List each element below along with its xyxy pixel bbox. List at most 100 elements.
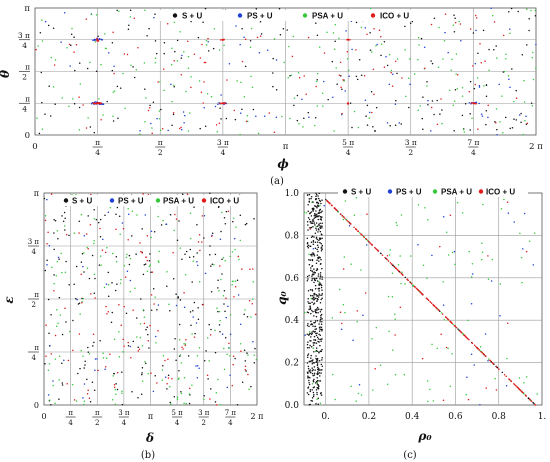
point-psa-u	[255, 358, 258, 361]
point-psa-u	[509, 32, 511, 35]
point-psa-u	[289, 117, 291, 120]
point-ps-u	[96, 358, 98, 360]
point-s-u	[112, 120, 115, 122]
point-psa-u	[223, 368, 226, 371]
point-psa-u	[535, 67, 537, 70]
point-s-u	[154, 13, 156, 15]
point-ico-u	[174, 213, 176, 216]
point-s-u	[81, 297, 83, 300]
point-s-u	[311, 273, 314, 276]
point-s-u	[404, 25, 406, 28]
point-s-u	[311, 301, 313, 303]
point-ico-u	[228, 342, 230, 345]
point-s-u	[319, 326, 321, 328]
point-s-u	[83, 367, 85, 369]
point-s-u	[310, 226, 313, 229]
point-s-u	[313, 217, 315, 220]
point-ps-u	[229, 374, 231, 376]
point-psa-u	[417, 58, 419, 61]
y-tick-label: π	[34, 189, 39, 198]
point-ico-u	[492, 362, 494, 365]
point-ico-u	[410, 282, 413, 285]
point-ico-u	[374, 246, 376, 249]
point-s-u	[315, 311, 317, 314]
point-s-u	[315, 355, 317, 357]
point-psa-u	[41, 40, 44, 42]
point-s-u	[318, 323, 320, 325]
point-ico-u	[516, 385, 518, 388]
point-ico-u	[123, 53, 126, 55]
point-s-u	[93, 292, 96, 294]
point-s-u	[318, 359, 321, 362]
point-psa-u	[429, 388, 431, 391]
point-s-u	[314, 382, 317, 384]
point-s-u	[315, 227, 317, 230]
point-s-u	[148, 347, 150, 349]
legend-marker-psa-u	[302, 13, 308, 18]
point-s-u	[169, 310, 171, 312]
point-s-u	[128, 24, 130, 26]
point-s-u	[310, 222, 312, 224]
point-ico-u	[116, 371, 119, 374]
point-ico-u	[140, 250, 142, 253]
point-psa-u	[130, 64, 132, 67]
point-s-u	[360, 74, 363, 77]
point-ps-u	[417, 244, 419, 246]
point-psa-u	[452, 24, 455, 26]
point-psa-u	[418, 44, 420, 46]
point-s-u	[482, 29, 485, 32]
point-ps-u	[181, 54, 183, 57]
point-psa-u	[183, 50, 185, 53]
point-s-u	[312, 342, 315, 344]
point-psa-u	[505, 58, 507, 60]
point-s-u	[221, 273, 223, 275]
point-s-u	[316, 259, 318, 261]
point-ps-u	[365, 244, 368, 246]
x-tick-label: 4	[471, 148, 476, 157]
point-s-u	[321, 267, 323, 270]
point-psa-u	[73, 232, 76, 234]
point-s-u	[309, 344, 311, 347]
point-ico-u	[100, 119, 102, 121]
point-s-u	[380, 54, 382, 57]
point-s-u	[309, 259, 312, 261]
panel-c-x-axis-label: ρ₀	[417, 429, 432, 443]
point-s-u	[307, 323, 309, 325]
point-s-u	[311, 270, 313, 272]
point-psa-u	[331, 317, 334, 319]
point-psa-u	[86, 267, 89, 269]
point-psa-u	[176, 396, 179, 398]
point-psa-u	[49, 399, 51, 401]
point-ps-u	[507, 212, 510, 214]
point-ico-u	[87, 389, 89, 392]
point-psa-u	[234, 248, 236, 251]
point-psa-u	[184, 273, 187, 276]
point-s-u	[320, 363, 323, 366]
point-s-u	[315, 269, 318, 272]
point-s-u	[309, 220, 312, 223]
point-psa-u	[54, 59, 57, 61]
point-ico-u	[94, 102, 97, 105]
point-ico-u	[506, 201, 509, 203]
point-s-u	[341, 88, 343, 91]
point-s-u	[140, 393, 143, 395]
point-s-u	[534, 15, 537, 17]
point-s-u	[320, 323, 323, 326]
point-ico-u	[493, 21, 496, 23]
panel-a-legend: S + U PS + U PSA + U ICO + U	[160, 10, 430, 21]
point-ps-u	[453, 250, 456, 253]
point-s-u	[173, 86, 175, 88]
point-s-u	[485, 109, 488, 112]
point-ico-u	[413, 285, 416, 288]
point-s-u	[107, 295, 110, 298]
point-psa-u	[61, 271, 63, 274]
point-psa-u	[447, 254, 450, 256]
point-s-u	[314, 116, 317, 119]
point-s-u	[178, 220, 180, 222]
point-ico-u	[225, 297, 227, 299]
point-s-u	[319, 392, 322, 395]
point-psa-u	[218, 310, 221, 313]
point-s-u	[311, 222, 314, 224]
x-tick-label: 0.	[321, 412, 330, 422]
